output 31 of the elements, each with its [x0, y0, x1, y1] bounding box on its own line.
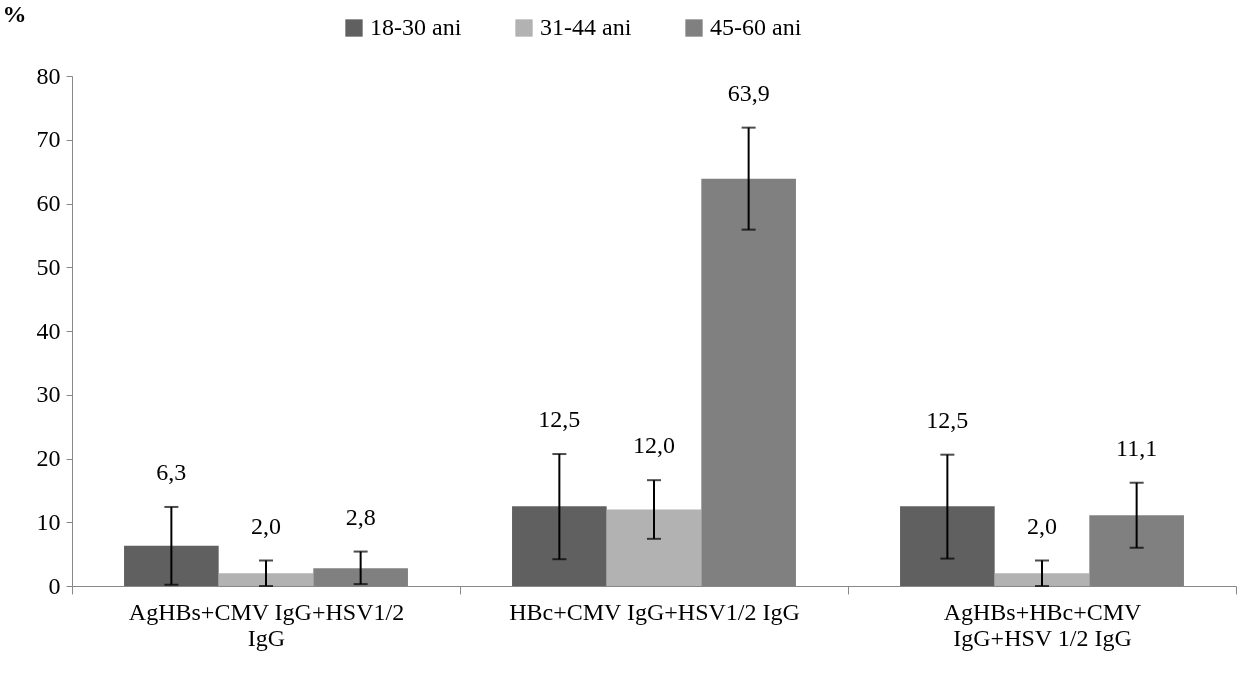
y-tick-label: 70 — [36, 126, 61, 153]
bar — [124, 545, 219, 586]
y-axis-title: % — [2, 0, 27, 27]
y-tick-label: 20 — [36, 445, 61, 471]
bar — [218, 573, 314, 586]
y-tick-label: 80 — [36, 62, 61, 89]
x-tick-label: AgHBs+CMV IgG+HSV1/2 IgG — [128, 598, 405, 651]
y-tick-label: 10 — [36, 508, 61, 535]
legend-label: 45-60 ani — [710, 14, 802, 40]
y-tick-label: 30 — [36, 381, 61, 408]
data-label: 6,3 — [156, 458, 187, 485]
y-tick-label: 50 — [36, 253, 61, 280]
data-label: 12,5 — [538, 406, 581, 433]
bar — [606, 509, 702, 586]
x-tick-label: HBc+CMV IgG+HSV1/2 IgG — [509, 598, 800, 625]
legend-label: 31-44 ani — [540, 14, 632, 40]
data-label: 12,5 — [926, 406, 969, 433]
data-label: 2,8 — [345, 503, 376, 530]
data-label: 2,0 — [251, 512, 281, 539]
bar — [994, 573, 1090, 586]
y-tick-label: 0 — [48, 572, 61, 599]
bar — [512, 506, 607, 586]
legend-label: 18-30 ani — [370, 14, 462, 40]
y-tick-label: 60 — [36, 190, 61, 216]
y-tick-label: 40 — [36, 317, 61, 344]
data-label: 12,0 — [633, 432, 675, 459]
bar — [900, 506, 995, 586]
data-label: 2,0 — [1027, 512, 1057, 539]
x-tick-label: AgHBs+HBc+CMV IgG+HSV 1/2 IgG — [943, 598, 1143, 651]
data-label: 11,1 — [1116, 434, 1158, 461]
data-label: 63,9 — [727, 79, 770, 106]
